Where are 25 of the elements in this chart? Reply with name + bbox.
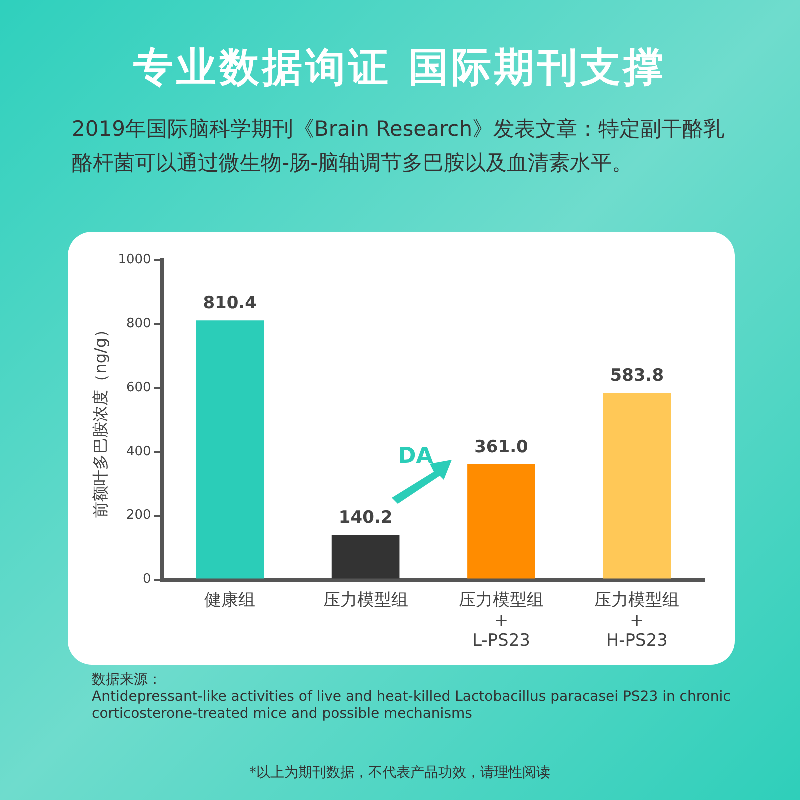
x-tick-label: 压力模型组 [323, 590, 408, 610]
bar [196, 320, 264, 579]
bar [332, 534, 400, 579]
text: *以上为期刊数据，不代表产品功效，请理性阅读 [248, 764, 552, 782]
y-tick-label: 200 [126, 508, 152, 524]
x-tick-label: 健康组 [204, 590, 256, 610]
y-axis-title: 前额叶多巴胺浓度（ng/g） [90, 322, 110, 518]
x-tick-label: 压力模型组 + L-PS23 [458, 590, 544, 652]
text: Antidepressant-like activities of live and heat-killed Lactobacillus paracasei PS23 in chronic corticosterone-treated mice and possible mechanisms [92, 689, 732, 723]
annotation: DA [398, 444, 434, 469]
y-tick-label: 0 [143, 572, 152, 588]
y-tick-label: 600 [126, 380, 152, 396]
data-label: 361.0 [474, 437, 529, 458]
source-note: 数据来源： [92, 672, 163, 689]
data-label: 810.4 [203, 294, 258, 314]
chart-subtitle: 2019年国际脑科学期刊《Brain Research》发表文章：特定副干酪乳酪杆菌可以通过微生物-肠-脑轴调节多巴胺以及血清素水平。 [72, 116, 726, 177]
y-tick-label: 1000 [118, 252, 152, 268]
x-tick-label: 压力模型组 + H-PS23 [594, 590, 680, 652]
bar [603, 393, 672, 579]
data-label: 140.2 [338, 508, 393, 528]
y-tick-label: 800 [126, 316, 152, 332]
data-label: 583.8 [610, 366, 664, 386]
bar [468, 464, 536, 579]
chart-title: 专业数据询证 国际期刊支撑 [132, 44, 668, 93]
y-tick-label: 400 [126, 444, 152, 460]
